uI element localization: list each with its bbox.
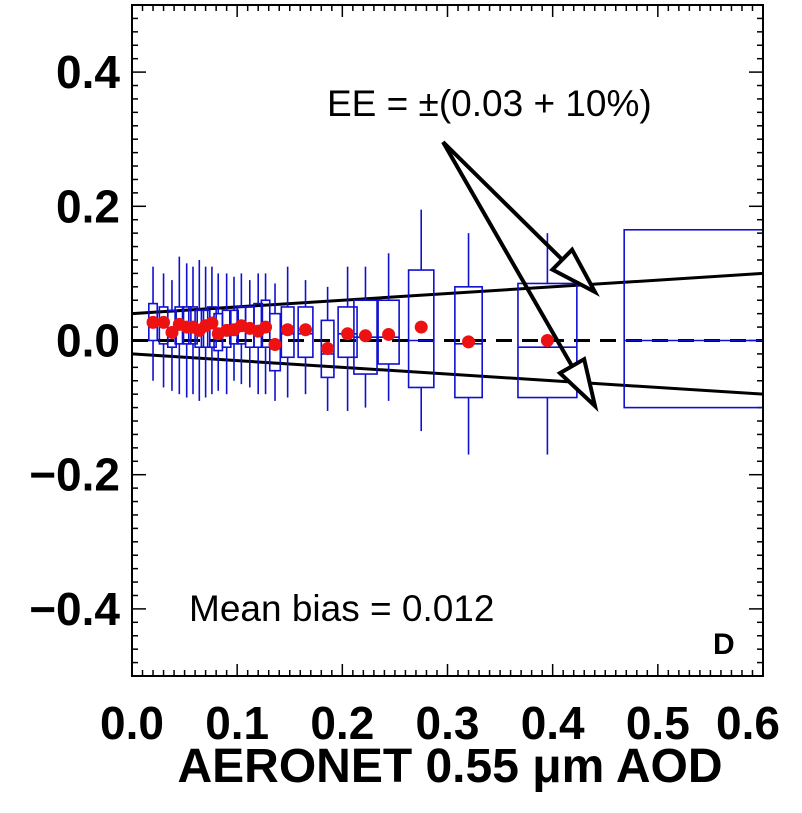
box-plot [517, 233, 578, 455]
arrow-shaft [441, 141, 597, 407]
mean-point [205, 316, 219, 330]
x-tick-label: 0.3 [416, 697, 480, 749]
box-iqr [517, 282, 578, 399]
x-tick-label: 0.1 [205, 697, 269, 749]
y-tick-label: −0.2 [29, 449, 120, 501]
x-axis-title: AERONET 0.55 μm AOD [177, 740, 722, 793]
box-plot [297, 280, 314, 395]
x-tick-label: 0.6 [716, 697, 780, 749]
box-iqr [297, 306, 314, 359]
mean-point [358, 329, 372, 343]
mean-point [462, 335, 476, 349]
box-iqr [454, 286, 484, 399]
mean-bias-annotation: Mean bias = 0.012 [189, 588, 494, 629]
mean-point [321, 342, 335, 356]
mean-point [414, 320, 428, 334]
box-iqr [407, 269, 435, 389]
box-iqr [280, 306, 295, 359]
mean-point [299, 323, 313, 337]
ee-arrows [441, 140, 600, 412]
mean-point [281, 323, 295, 337]
mean-point [259, 320, 273, 334]
plot-frame [131, 4, 764, 677]
panel-label: D [713, 628, 735, 661]
box-iqr [377, 299, 400, 365]
x-tick-label: 0.0 [100, 697, 164, 749]
box-plot [377, 253, 400, 401]
mean-point [146, 315, 160, 329]
arrow-head [549, 246, 600, 297]
mean-point [540, 334, 554, 347]
box-iqr [337, 306, 358, 359]
mean-point [157, 315, 171, 329]
box-plot [407, 209, 435, 432]
mean-points [146, 315, 554, 356]
ee-lower-line [132, 352, 763, 396]
x-tick-label: 0.5 [626, 697, 690, 749]
x-tick-label: 0.2 [310, 697, 374, 749]
box-iqr [623, 228, 763, 409]
x-tick-label: 0.4 [521, 697, 585, 749]
y-tick-label: 0.2 [56, 180, 120, 232]
box-plots [148, 209, 763, 455]
mean-point [382, 327, 396, 341]
y-tick-label: 0.4 [56, 46, 120, 98]
x-tick-labels: 0.0 0.1 0.2 0.3 0.4 0.5 0.6 [100, 697, 780, 749]
y-tick-labels: −0.4 −0.2 0.0 0.2 0.4 [29, 46, 120, 635]
mean-point [268, 338, 282, 352]
box-plot [454, 233, 484, 455]
y-tick-label: 0.0 [56, 315, 120, 367]
ee-annotation: EE = ±(0.03 + 10%) [327, 83, 652, 124]
arrow-head [556, 356, 599, 412]
mean-point [341, 327, 355, 341]
box-plot [623, 228, 763, 409]
y-tick-label: −0.4 [29, 583, 120, 635]
